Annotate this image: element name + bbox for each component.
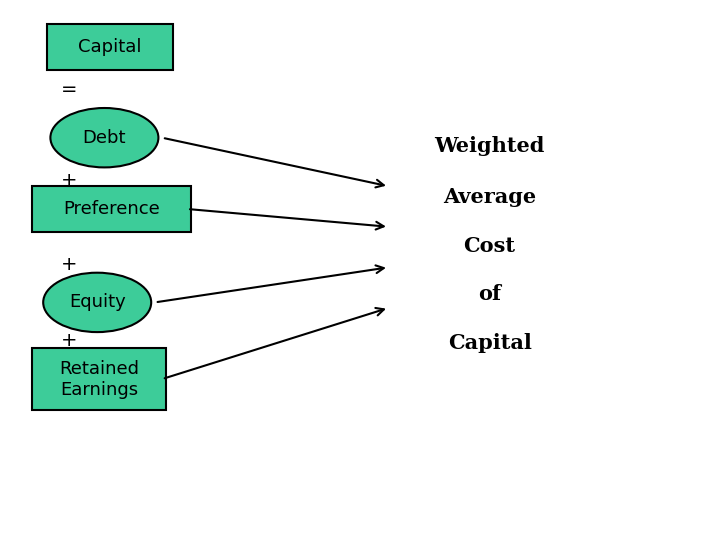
Text: =: = [61, 79, 78, 99]
Text: Capital: Capital [448, 333, 531, 353]
FancyBboxPatch shape [32, 348, 166, 410]
Text: Weighted: Weighted [434, 136, 545, 156]
Text: +: + [61, 255, 78, 274]
FancyBboxPatch shape [47, 24, 173, 70]
Text: Capital: Capital [78, 38, 142, 56]
Text: Retained
Earnings: Retained Earnings [59, 360, 139, 399]
Text: +: + [61, 171, 78, 191]
Text: Average: Average [443, 187, 536, 207]
Text: Equity: Equity [69, 293, 125, 312]
Ellipse shape [43, 273, 151, 332]
Text: of: of [478, 284, 501, 305]
Text: Cost: Cost [464, 235, 516, 256]
FancyBboxPatch shape [32, 186, 191, 232]
Text: Debt: Debt [83, 129, 126, 147]
Ellipse shape [50, 108, 158, 167]
Text: +: + [61, 330, 78, 350]
Text: Preference: Preference [63, 200, 160, 218]
